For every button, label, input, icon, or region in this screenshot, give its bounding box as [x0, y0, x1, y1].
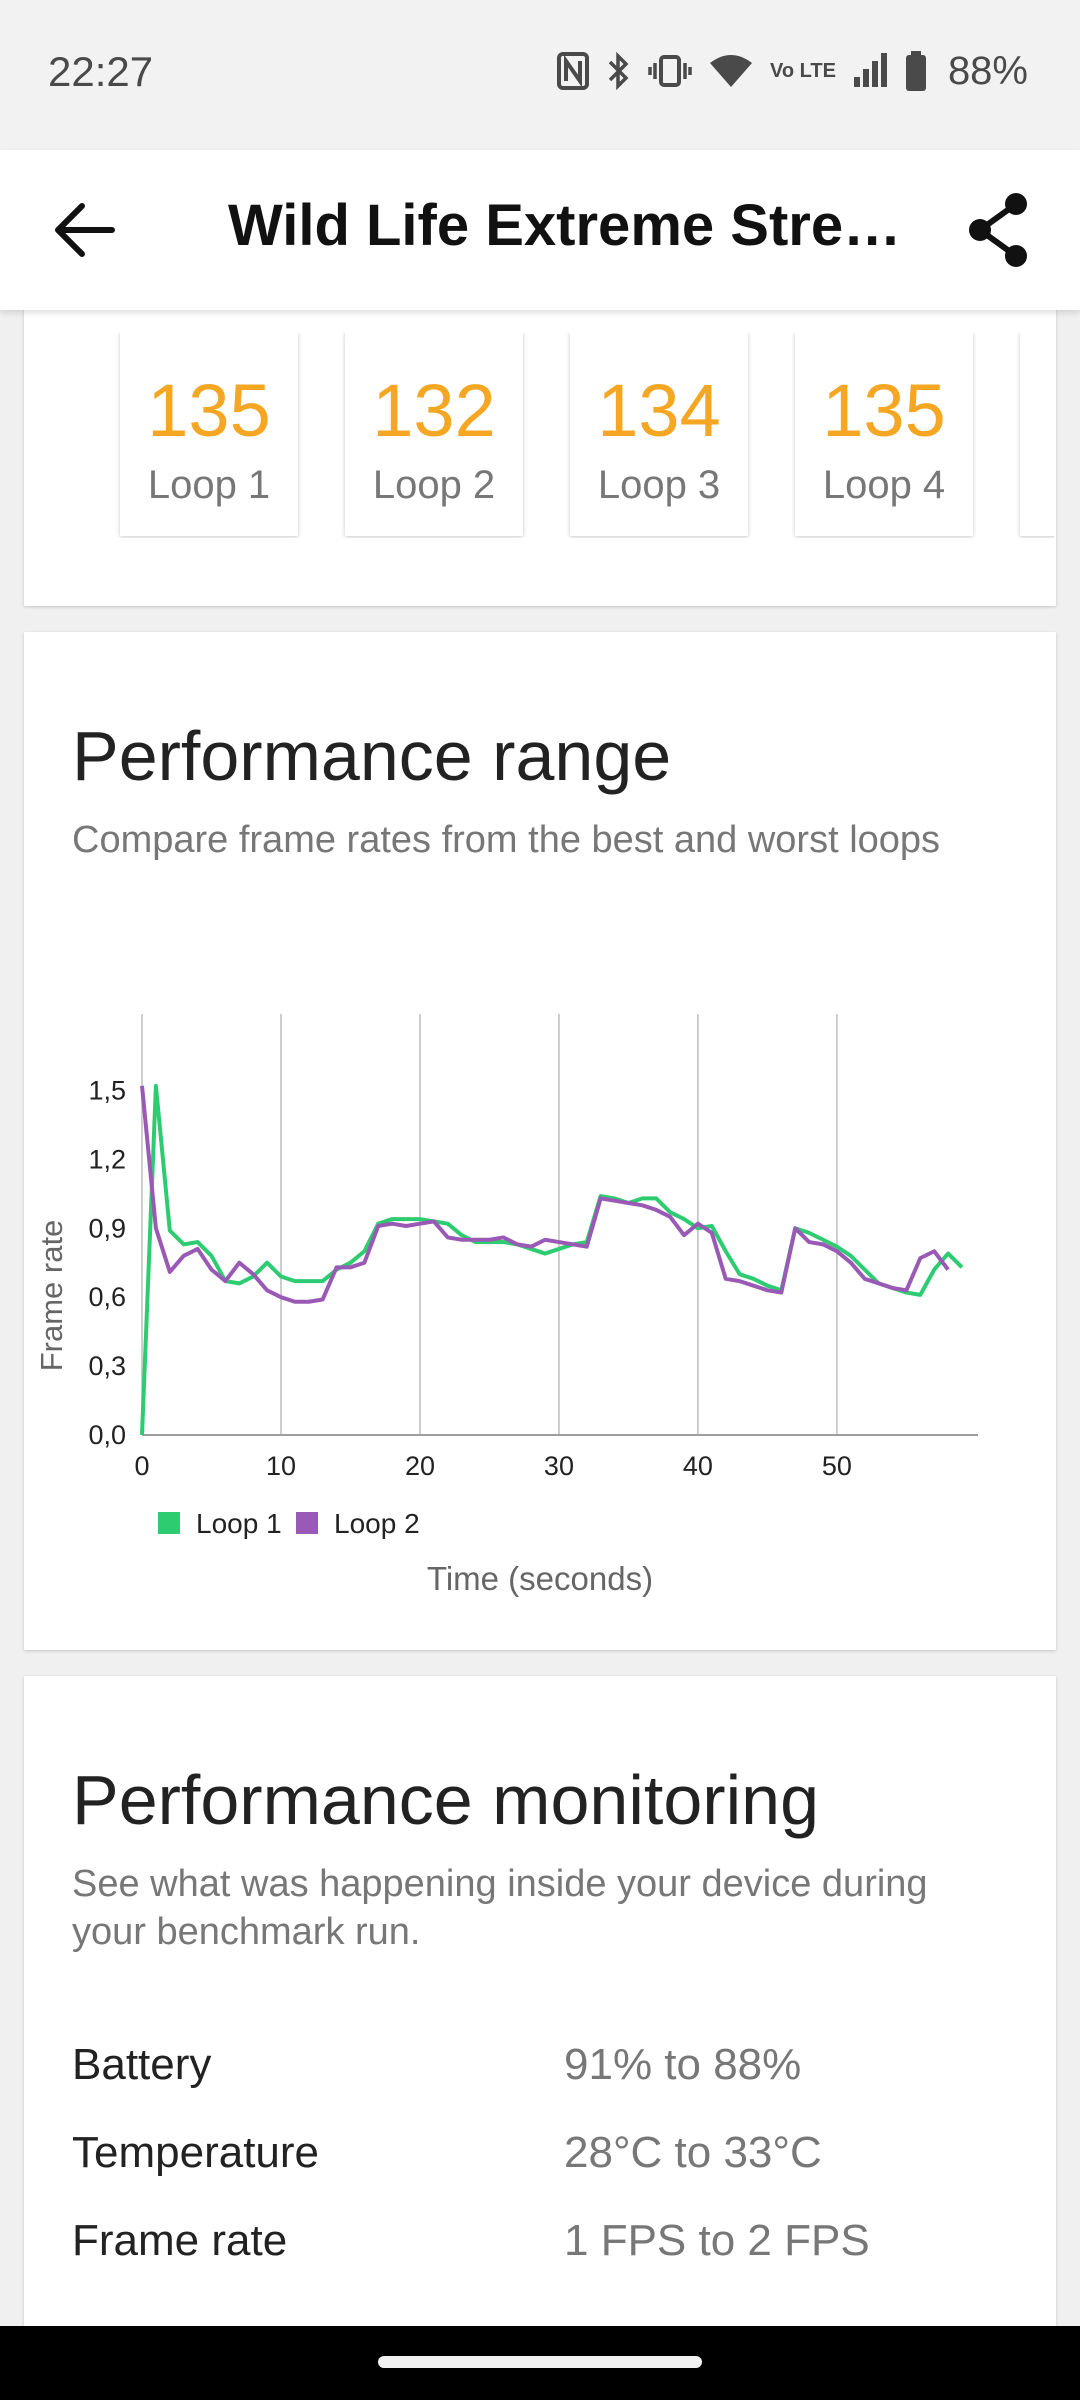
loop-score-item-partial[interactable] — [1020, 332, 1054, 536]
loop-score-item[interactable]: 135 Loop 1 — [120, 332, 298, 536]
nfc-icon — [556, 51, 590, 91]
performance-monitoring-subtitle: See what was happening inside your devic… — [72, 1863, 928, 1953]
legend-swatch — [296, 1512, 318, 1534]
performance-range-title: Performance range — [72, 717, 672, 795]
bluetooth-icon — [606, 51, 632, 91]
status-bar: 22:27 Vo LTE 88% — [0, 0, 1080, 150]
x-tick-label: 50 — [822, 1451, 852, 1481]
status-icons: Vo LTE 88% — [556, 46, 1028, 96]
frame-rate-chart: 0 10 20 30 40 50 0,0 0,3 0,6 0,9 1,2 1,5 Frame rate L… — [34, 1014, 978, 1597]
x-tick-label: 10 — [266, 1451, 296, 1481]
loop-score: 135 — [147, 369, 271, 452]
page-title: Wild Life Extreme Stress Test — [228, 193, 928, 258]
arrow-left-icon — [55, 203, 115, 257]
vibrate-icon — [648, 51, 692, 91]
performance-monitoring-title: Performance monitoring — [72, 1761, 819, 1839]
y-tick-label: 0,6 — [88, 1282, 126, 1312]
status-time: 22:27 — [48, 48, 154, 95]
share-button[interactable] — [964, 190, 1034, 270]
x-axis-label: Time (seconds) — [427, 1560, 653, 1597]
home-gesture-handle[interactable] — [378, 2356, 702, 2368]
x-tick-label: 30 — [544, 1451, 574, 1481]
x-tick-label: 0 — [134, 1451, 149, 1481]
monitor-value: 1 FPS to 2 FPS — [564, 2216, 870, 2265]
performance-range-card: Performance range Compare frame rates fr… — [24, 632, 1056, 1650]
loop-label: Loop 1 — [147, 463, 271, 507]
loop-score: 132 — [372, 369, 496, 452]
series-line-loop-2 — [140, 1085, 950, 1304]
loop-score-item[interactable]: 134 Loop 3 — [570, 332, 748, 536]
monitor-row-temperature: Temperature 28°C to 33°C — [72, 2128, 1012, 2188]
monitor-value: 91% to 88% — [564, 2040, 802, 2089]
monitor-label: Battery — [72, 2040, 212, 2089]
wifi-icon — [708, 51, 754, 91]
monitor-value: 28°C to 33°C — [564, 2128, 822, 2177]
back-button[interactable] — [50, 200, 120, 260]
y-tick-label: 0,0 — [88, 1420, 126, 1450]
legend-label: Loop 2 — [334, 1508, 420, 1539]
series-line-loop-1 — [140, 1083, 964, 1436]
y-tick-label: 0,3 — [88, 1351, 126, 1381]
y-axis-label: Frame rate — [34, 1220, 69, 1372]
legend-swatch — [158, 1512, 180, 1534]
navigation-bar — [0, 2326, 1080, 2400]
loop-label: Loop 3 — [597, 463, 721, 507]
monitor-label: Frame rate — [72, 2216, 288, 2265]
loop-scores-carousel[interactable]: 135 Loop 1 132 Loop 2 134 Loop 3 135 Loo… — [94, 332, 1054, 538]
monitor-row-frame-rate: Frame rate 1 FPS to 2 FPS — [72, 2216, 1012, 2276]
x-tick-label: 40 — [683, 1451, 713, 1481]
monitor-row-battery: Battery 91% to 88% — [72, 2040, 1012, 2100]
share-icon — [969, 193, 1027, 267]
loop-scores-card: 135 Loop 1 132 Loop 2 134 Loop 3 135 Loo… — [24, 280, 1056, 606]
legend-label: Loop 1 — [196, 1508, 282, 1539]
app-bar: Wild Life Extreme Stress Test — [0, 150, 1080, 310]
loop-label: Loop 4 — [822, 463, 946, 507]
loop-score: 134 — [597, 369, 721, 452]
loop-score-item[interactable]: 132 Loop 2 — [345, 332, 523, 536]
x-tick-label: 20 — [405, 1451, 435, 1481]
performance-range-subtitle: Compare frame rates from the best and wo… — [72, 819, 941, 861]
signal-icon — [852, 51, 888, 91]
y-tick-label: 0,9 — [88, 1213, 126, 1243]
battery-percentage: 88% — [947, 48, 1028, 93]
y-tick-label: 1,5 — [88, 1075, 126, 1105]
battery-icon — [904, 50, 928, 92]
loop-score-item[interactable]: 135 Loop 4 — [795, 332, 973, 536]
volte-icon: Vo LTE — [770, 60, 836, 82]
loop-label: Loop 2 — [372, 463, 496, 507]
y-tick-label: 1,2 — [88, 1144, 126, 1174]
monitor-label: Temperature — [72, 2128, 320, 2177]
performance-monitoring-card: Performance monitoring See what was happ… — [24, 1676, 1056, 2376]
loop-score: 135 — [822, 369, 946, 452]
